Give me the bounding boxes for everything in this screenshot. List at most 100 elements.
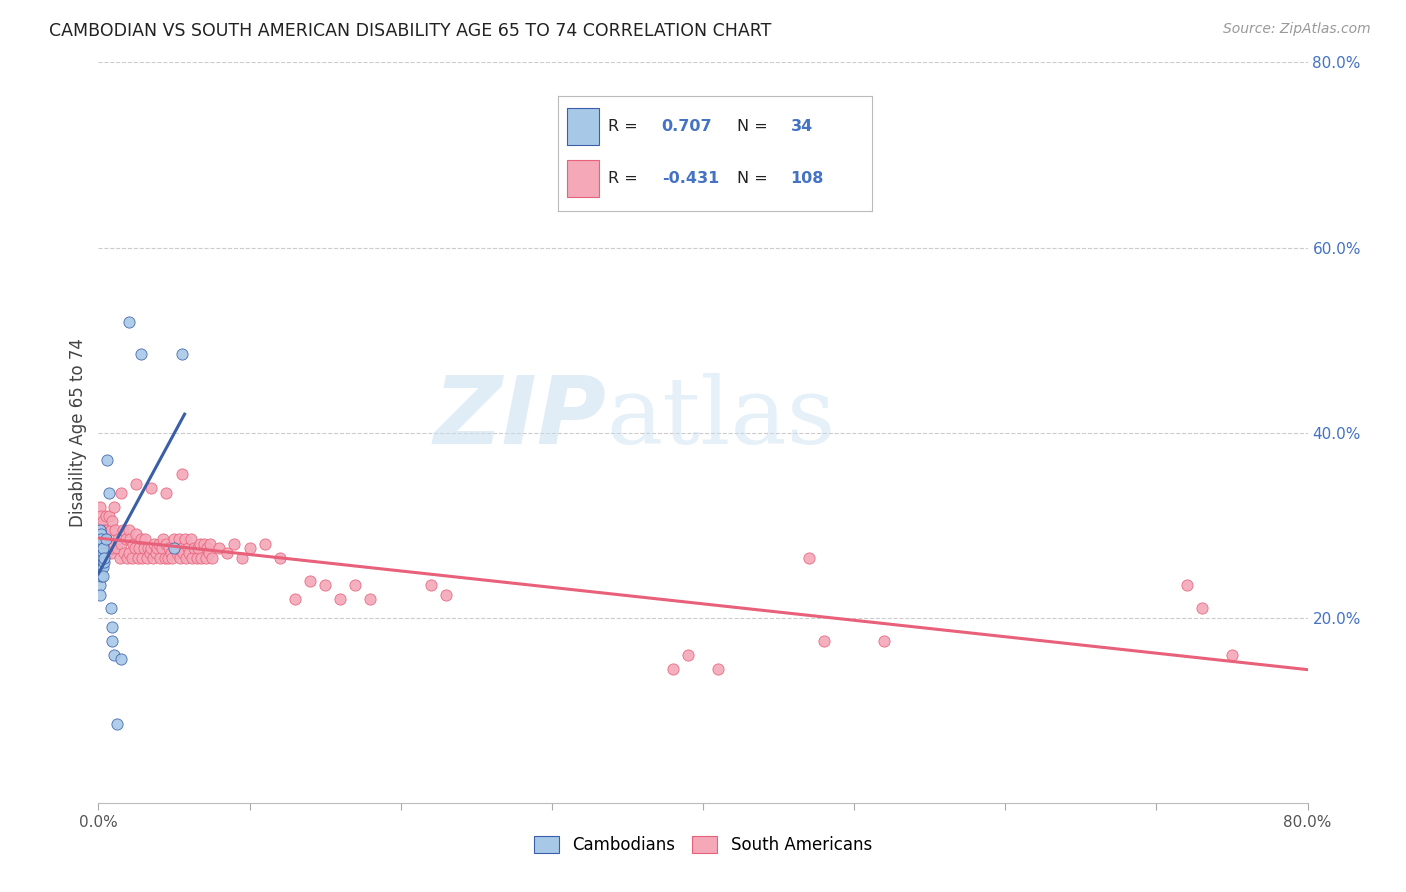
Point xyxy=(162,550,184,565)
Point xyxy=(94,532,117,546)
Point xyxy=(103,500,125,514)
Point xyxy=(165,541,187,556)
Point xyxy=(90,508,112,523)
Point xyxy=(142,550,165,565)
Point xyxy=(200,536,222,550)
Point xyxy=(125,476,148,491)
Y-axis label: Disability Age 65 to 74: Disability Age 65 to 74 xyxy=(69,338,87,527)
Point xyxy=(208,541,231,556)
Point xyxy=(91,569,114,583)
Point xyxy=(105,717,128,731)
Point xyxy=(90,532,112,546)
Point xyxy=(873,633,896,648)
Point xyxy=(131,550,153,565)
Point xyxy=(197,546,219,560)
Point xyxy=(89,588,111,602)
Point xyxy=(120,532,142,546)
Point xyxy=(194,550,217,565)
Point xyxy=(89,500,111,514)
Point xyxy=(89,523,111,537)
Point xyxy=(155,536,177,550)
Point xyxy=(156,550,179,565)
Point xyxy=(90,523,112,537)
Point xyxy=(153,550,176,565)
Point xyxy=(360,592,382,607)
Point xyxy=(89,578,111,592)
Point xyxy=(132,541,155,556)
Point xyxy=(89,569,111,583)
Point xyxy=(141,481,163,495)
Point xyxy=(90,569,112,583)
Point xyxy=(94,508,117,523)
Point xyxy=(94,532,117,546)
Point xyxy=(329,592,352,607)
Point xyxy=(135,550,157,565)
Point xyxy=(299,574,322,588)
Point xyxy=(159,541,181,556)
Point xyxy=(110,536,132,550)
Point xyxy=(118,523,141,537)
Point xyxy=(112,546,135,560)
Point xyxy=(91,559,114,574)
Point xyxy=(179,546,201,560)
Point xyxy=(170,347,193,361)
Point xyxy=(143,536,166,550)
Point xyxy=(166,546,188,560)
Point xyxy=(187,541,209,556)
Point xyxy=(98,485,121,500)
Point xyxy=(98,536,121,550)
Point xyxy=(90,559,112,574)
Point xyxy=(96,546,118,560)
Point xyxy=(141,541,163,556)
Point xyxy=(118,314,141,328)
Point xyxy=(173,532,195,546)
Point xyxy=(186,550,208,565)
Point xyxy=(170,541,193,556)
Point xyxy=(163,541,186,556)
Point xyxy=(239,541,262,556)
Point xyxy=(103,648,125,662)
Point xyxy=(160,546,183,560)
Point xyxy=(148,536,170,550)
Point xyxy=(661,662,683,676)
Point xyxy=(114,532,136,546)
Point xyxy=(169,550,191,565)
Point xyxy=(145,546,167,560)
Point xyxy=(89,559,111,574)
Point xyxy=(174,550,197,565)
Point xyxy=(96,453,118,467)
Point xyxy=(91,546,114,560)
Point xyxy=(100,523,122,537)
Point xyxy=(344,578,367,592)
Point xyxy=(134,532,156,546)
Point xyxy=(201,550,224,565)
Point xyxy=(1220,648,1243,662)
Point xyxy=(91,555,114,569)
Point xyxy=(146,541,169,556)
Point xyxy=(115,550,138,565)
Point xyxy=(125,527,148,541)
Point xyxy=(104,523,127,537)
Point xyxy=(129,347,152,361)
Point xyxy=(89,550,111,565)
Point xyxy=(183,541,205,556)
Point xyxy=(434,588,457,602)
Point xyxy=(314,578,336,592)
Text: atlas: atlas xyxy=(606,373,835,463)
Point xyxy=(127,550,149,565)
Point xyxy=(101,620,124,634)
Point xyxy=(167,532,190,546)
Point xyxy=(111,523,134,537)
Point xyxy=(101,541,124,556)
Point xyxy=(118,546,141,560)
Point xyxy=(110,652,132,666)
Point xyxy=(707,662,730,676)
Text: Source: ZipAtlas.com: Source: ZipAtlas.com xyxy=(1223,22,1371,37)
Point xyxy=(103,536,125,550)
Point xyxy=(813,633,835,648)
Text: CAMBODIAN VS SOUTH AMERICAN DISABILITY AGE 65 TO 74 CORRELATION CHART: CAMBODIAN VS SOUTH AMERICAN DISABILITY A… xyxy=(49,22,772,40)
Point xyxy=(90,527,112,541)
Point xyxy=(284,592,307,607)
Point xyxy=(100,601,122,615)
Point xyxy=(122,536,145,550)
